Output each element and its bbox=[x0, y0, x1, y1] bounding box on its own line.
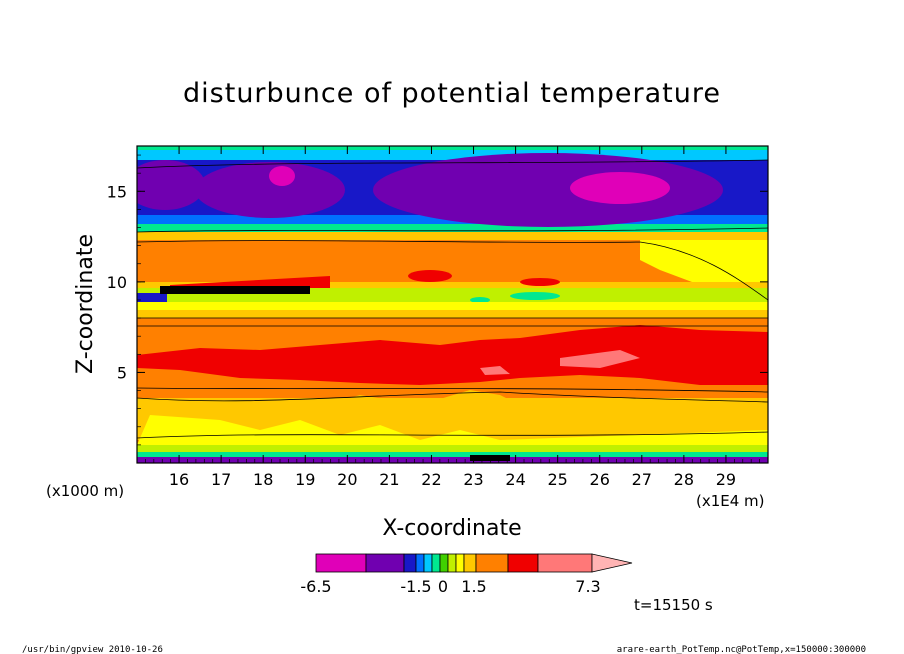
colorbar-label: 1.5 bbox=[461, 577, 486, 596]
colorbar-swatch bbox=[447, 553, 457, 573]
y-tick-label: 5 bbox=[117, 363, 127, 382]
colorbar-swatch bbox=[423, 553, 433, 573]
colorbar-label: -1.5 bbox=[400, 577, 431, 596]
colorbar-swatch bbox=[415, 553, 425, 573]
x-axis-label: X-coordinate bbox=[382, 516, 521, 541]
x-tick-label: 26 bbox=[590, 470, 610, 489]
time-label: t=15150 s bbox=[634, 596, 713, 614]
plot-frame bbox=[136, 145, 769, 464]
x-tick-label: 17 bbox=[211, 470, 231, 489]
colorbar-swatch bbox=[463, 553, 477, 573]
colorbar-labels: -6.5 -1.5 0 1.5 7.3 bbox=[300, 577, 600, 596]
colorbar-swatch bbox=[439, 553, 449, 573]
x-tick-label: 23 bbox=[463, 470, 483, 489]
x-tick-label: 20 bbox=[337, 470, 357, 489]
axes: 16 17 18 19 20 21 22 23 24 25 26 27 28 29 5 10 15 bbox=[107, 146, 769, 489]
footer-left: /usr/bin/gpview 2010-10-26 bbox=[22, 645, 163, 654]
x-unit-label: (x1E4 m) bbox=[696, 492, 765, 510]
y-tick-label: 15 bbox=[107, 182, 127, 201]
x-tick-label: 22 bbox=[421, 470, 441, 489]
x-tick-label: 28 bbox=[674, 470, 694, 489]
colorbar-swatch bbox=[475, 553, 509, 573]
x-tick-label: 25 bbox=[547, 470, 567, 489]
chart-title: disturbunce of potential temperature bbox=[183, 78, 721, 109]
x-tick-label: 19 bbox=[295, 470, 315, 489]
x-tick-label: 29 bbox=[716, 470, 736, 489]
colorbar-swatch bbox=[403, 553, 417, 573]
colorbar-swatch bbox=[507, 553, 539, 573]
colorbar-swatch bbox=[315, 553, 367, 573]
colorbar-swatch bbox=[431, 553, 441, 573]
colorbar-swatch bbox=[537, 553, 593, 573]
x-tick-label: 21 bbox=[379, 470, 399, 489]
colorbar bbox=[315, 553, 633, 573]
x-tick-label: 27 bbox=[632, 470, 652, 489]
x-tick-label: 16 bbox=[169, 470, 189, 489]
footer-right: arare-earth_PotTemp.nc@PotTemp,x=150000:… bbox=[617, 645, 866, 654]
colorbar-label: 0 bbox=[438, 577, 448, 596]
contour-field bbox=[137, 146, 768, 463]
colorbar-swatch bbox=[365, 553, 405, 573]
y-tick-label: 10 bbox=[107, 273, 127, 292]
x-tick-label: 18 bbox=[253, 470, 273, 489]
colorbar-swatch bbox=[455, 553, 465, 573]
x-tick-label: 24 bbox=[505, 470, 525, 489]
y-unit-label: (x1000 m) bbox=[46, 482, 124, 500]
colorbar-label: -6.5 bbox=[300, 577, 331, 596]
colorbar-label: 7.3 bbox=[575, 577, 600, 596]
y-axis-label: Z-coordinate bbox=[73, 234, 98, 374]
colorbar-arrow bbox=[591, 553, 633, 573]
